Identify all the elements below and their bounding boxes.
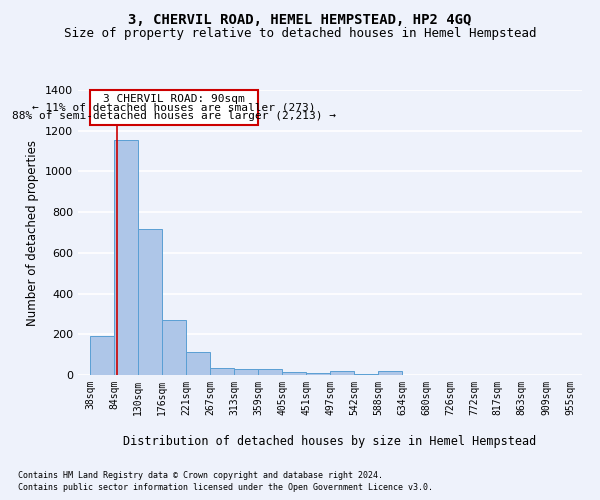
Bar	[378, 371, 402, 375]
Bar	[186, 352, 210, 375]
Text: Contains public sector information licensed under the Open Government Licence v3: Contains public sector information licen…	[18, 484, 433, 492]
Text: 88% of semi-detached houses are larger (2,213) →: 88% of semi-detached houses are larger (…	[12, 111, 336, 121]
Bar	[162, 320, 187, 375]
Bar	[114, 140, 138, 375]
Bar	[306, 373, 330, 375]
Bar	[138, 230, 162, 375]
Bar	[234, 369, 258, 375]
Bar	[90, 90, 258, 124]
Text: Distribution of detached houses by size in Hemel Hempstead: Distribution of detached houses by size …	[124, 435, 536, 448]
Bar	[210, 368, 234, 375]
Bar	[282, 372, 306, 375]
Bar	[258, 369, 282, 375]
Text: 3, CHERVIL ROAD, HEMEL HEMPSTEAD, HP2 4GQ: 3, CHERVIL ROAD, HEMEL HEMPSTEAD, HP2 4G…	[128, 12, 472, 26]
Bar	[330, 371, 355, 375]
Bar	[90, 336, 114, 375]
Text: Size of property relative to detached houses in Hemel Hempstead: Size of property relative to detached ho…	[64, 28, 536, 40]
Text: Contains HM Land Registry data © Crown copyright and database right 2024.: Contains HM Land Registry data © Crown c…	[18, 471, 383, 480]
Y-axis label: Number of detached properties: Number of detached properties	[26, 140, 40, 326]
Text: 3 CHERVIL ROAD: 90sqm: 3 CHERVIL ROAD: 90sqm	[103, 94, 245, 104]
Text: ← 11% of detached houses are smaller (273): ← 11% of detached houses are smaller (27…	[32, 102, 316, 113]
Bar	[354, 374, 378, 375]
